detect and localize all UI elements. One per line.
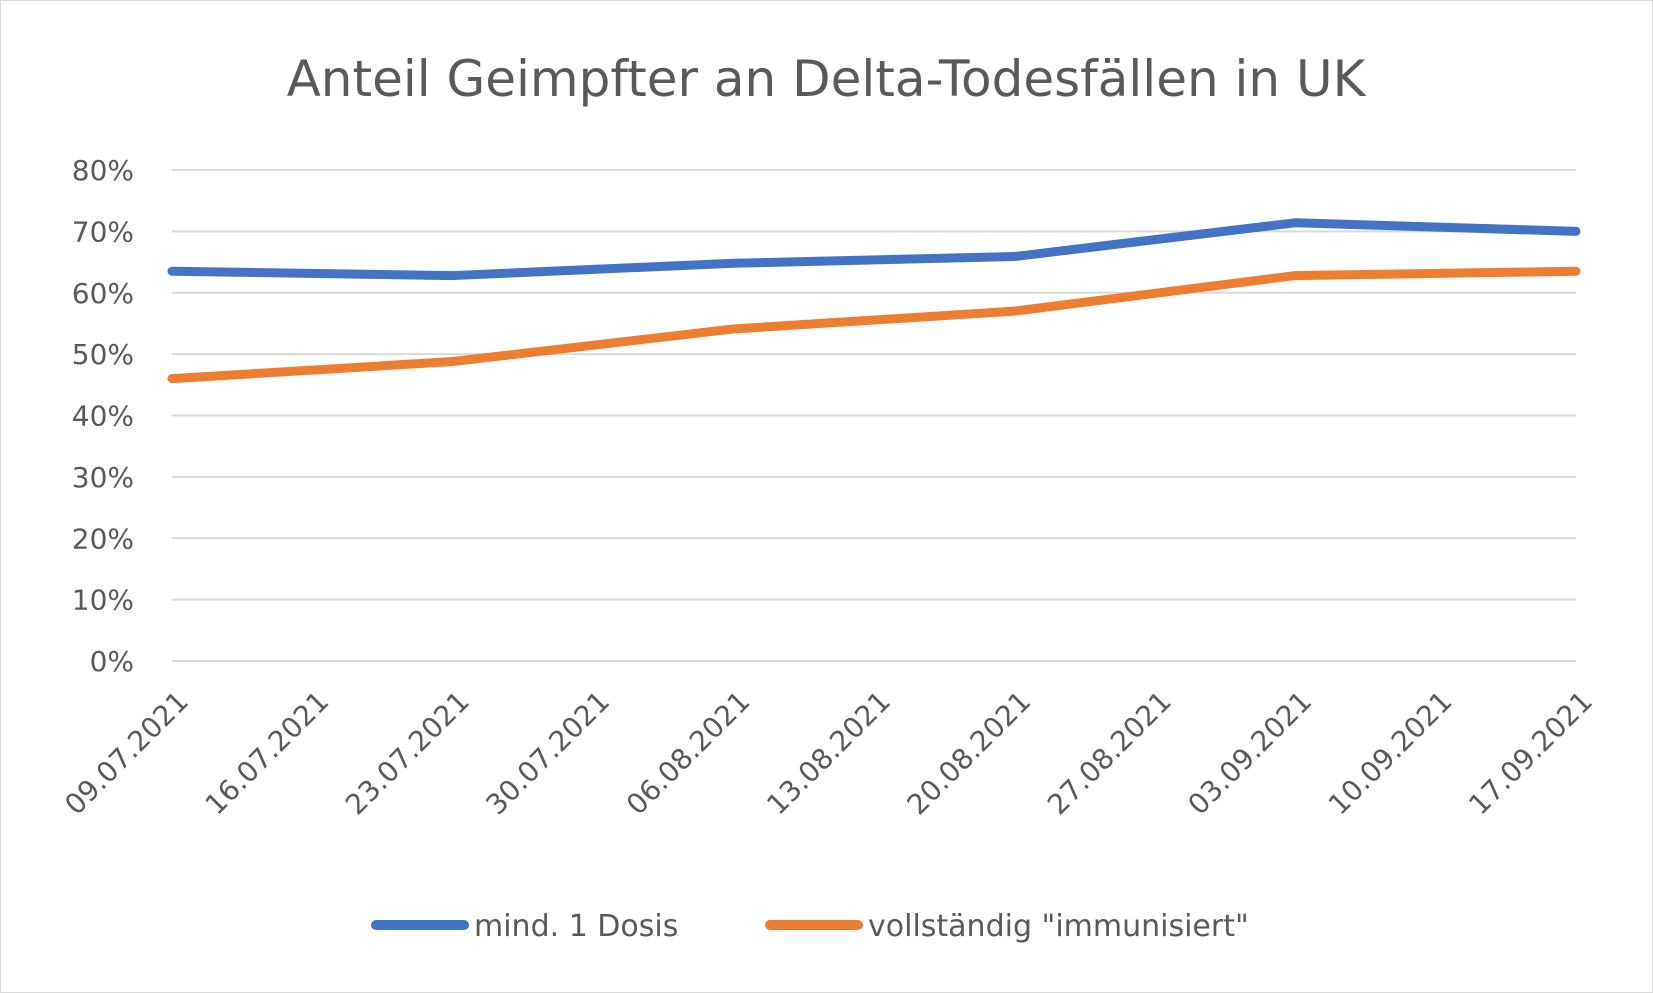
x-axis-ticks: 09.07.2021 16.07.2021 23.07.2021 30.07.2021… (58, 685, 1599, 822)
x-tick-label: 17.09.2021 (1462, 685, 1599, 822)
series-line-1 (167, 218, 1581, 281)
y-tick-label: 70% (72, 215, 134, 248)
y-tick-label: 10% (72, 584, 134, 617)
x-tick-label: 20.08.2021 (901, 685, 1038, 822)
series-lines (167, 218, 1581, 384)
x-tick-label: 09.07.2021 (58, 685, 195, 822)
gridlines (172, 169, 1576, 662)
legend: mind. 1 Dosis vollständig "immunisiert" (371, 909, 1249, 944)
y-tick-label: 60% (72, 277, 134, 310)
y-tick-label: 0% (90, 645, 134, 678)
y-tick-label: 80% (72, 154, 134, 187)
x-tick-label: 27.08.2021 (1041, 685, 1178, 822)
y-axis-ticks: 0% 10% 20% 30% 40% 50% 60% 70% 80% (72, 154, 134, 678)
legend-label-series-1: mind. 1 Dosis (474, 909, 678, 944)
y-tick-label: 30% (72, 461, 134, 494)
x-tick-label: 30.07.2021 (479, 685, 616, 822)
x-tick-label: 16.07.2021 (199, 685, 336, 822)
y-tick-label: 20% (72, 522, 134, 555)
x-tick-label: 10.09.2021 (1322, 685, 1459, 822)
legend-label-series-2: vollständig "immunisiert" (868, 909, 1249, 944)
x-tick-label: 23.07.2021 (339, 685, 476, 822)
y-tick-label: 50% (72, 338, 134, 371)
x-tick-label: 13.08.2021 (760, 685, 897, 822)
x-tick-label: 03.09.2021 (1181, 685, 1318, 822)
x-tick-label: 06.08.2021 (620, 685, 757, 822)
chart-title: Anteil Geimpfter an Delta-Todesfällen in… (287, 50, 1367, 108)
series-line-2 (167, 266, 1581, 384)
y-tick-label: 40% (72, 400, 134, 433)
